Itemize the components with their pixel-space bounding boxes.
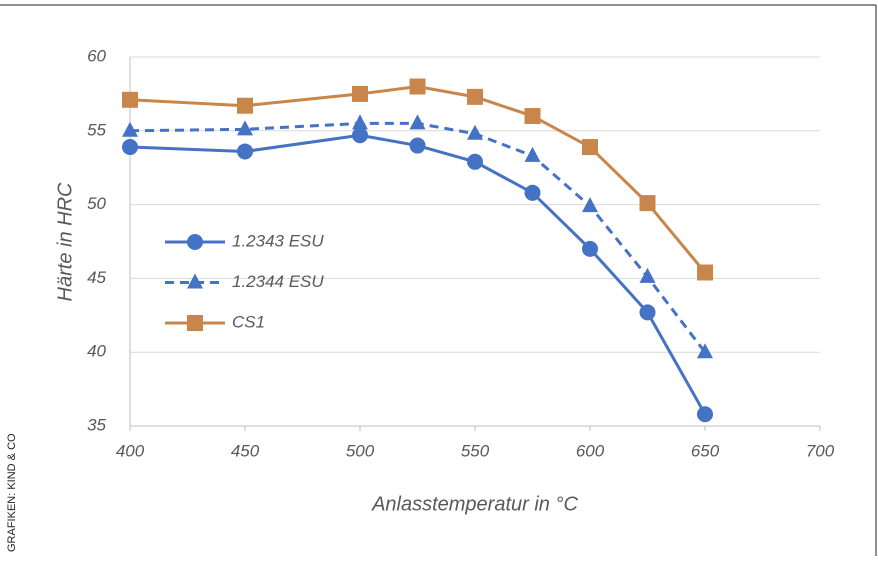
x-tick-label: 500: [346, 441, 375, 460]
data-point: [697, 343, 713, 359]
credit: GRAFIKEN: KIND & CO: [6, 433, 18, 552]
data-point: [467, 88, 483, 105]
data-point: [639, 304, 656, 321]
data-point: [467, 153, 483, 170]
y-axis-label: Härte in HRC: [54, 182, 76, 301]
y-tick-label: 45: [87, 268, 106, 287]
y-tick-label: 55: [87, 120, 106, 139]
data-point: [352, 85, 368, 102]
data-point: [639, 195, 656, 212]
legend-marker: [187, 234, 203, 250]
data-point: [467, 124, 483, 140]
data-point: [697, 264, 713, 281]
y-tick-label: 40: [87, 342, 106, 361]
x-tick-label: 600: [576, 441, 605, 460]
x-axis-label: Anlasstemperatur in °C: [371, 493, 578, 515]
data-point: [524, 146, 541, 162]
y-tick-label: 60: [87, 46, 106, 65]
data-point: [524, 184, 541, 201]
legend-marker: [187, 315, 203, 331]
data-point: [237, 97, 253, 114]
series-line: [129, 85, 707, 274]
x-tick-label: 450: [231, 441, 260, 460]
data-point: [582, 197, 598, 213]
data-point: [409, 78, 426, 95]
data-point: [409, 137, 426, 154]
x-tick-label: 700: [806, 441, 835, 460]
data-point: [352, 127, 368, 144]
data-point: [524, 108, 541, 125]
legend-marker: [187, 273, 203, 289]
data-point: [582, 240, 598, 257]
legend-label: 1.2344 ESU: [232, 272, 324, 291]
x-tick-label: 400: [116, 441, 145, 460]
series-line: [129, 121, 707, 354]
data-point: [237, 120, 253, 136]
x-tick-label: 550: [461, 441, 490, 460]
data-point: [122, 121, 138, 137]
legend-label: CS1: [232, 312, 265, 331]
data-point: [697, 406, 713, 423]
y-tick-label: 35: [87, 415, 106, 434]
data-point: [582, 139, 598, 156]
data-point: [237, 143, 253, 160]
y-tick-label: 50: [87, 194, 106, 213]
data-point: [122, 91, 138, 108]
data-point: [352, 114, 368, 130]
data-point: [122, 139, 138, 156]
data-point: [639, 267, 656, 283]
x-tick-label: 650: [691, 441, 720, 460]
data-point: [409, 114, 426, 130]
legend-label: 1.2343 ESU: [232, 231, 324, 250]
